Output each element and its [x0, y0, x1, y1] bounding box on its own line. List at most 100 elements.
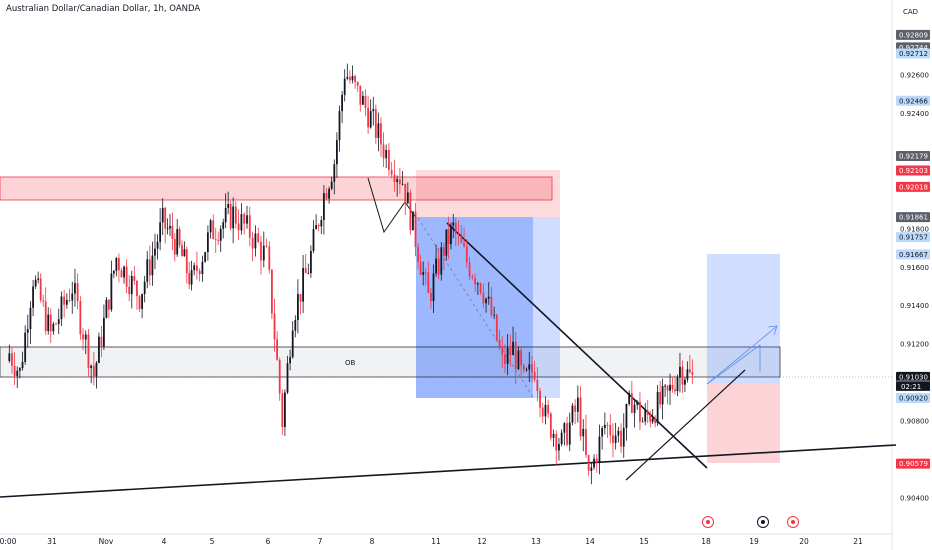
candles [8, 63, 694, 485]
candle-body [422, 272, 425, 275]
candle-body [377, 123, 380, 138]
candle-body [8, 353, 11, 362]
candle-body [302, 268, 304, 302]
candle-body [457, 233, 460, 235]
candle-body [229, 203, 232, 229]
y-tick-label: 0.90800 [900, 418, 929, 426]
candle-body [206, 232, 209, 253]
candle-body [603, 424, 606, 429]
x-tick-label: 5 [210, 537, 215, 546]
price-label-box [896, 29, 930, 40]
candle-body [676, 377, 679, 392]
candle-body [164, 207, 167, 229]
candle-body [560, 432, 563, 445]
price-label-box [896, 393, 930, 404]
candle-body [571, 405, 574, 423]
candle-body [286, 363, 289, 393]
candle-body [151, 255, 154, 276]
x-tick-label: 12 [477, 537, 487, 546]
candle-body [598, 436, 601, 463]
candle-body [474, 277, 476, 285]
short-stop-zone [416, 170, 560, 217]
x-tick-label: 7 [318, 537, 323, 546]
candle-body [531, 364, 533, 372]
price-label-text: 0.92179 [899, 152, 928, 160]
candle-body [95, 362, 98, 377]
price-label-box [896, 232, 930, 243]
candle-body [463, 242, 465, 247]
candle-body [404, 183, 407, 204]
candle-body [568, 422, 571, 445]
candle-body [485, 298, 487, 304]
price-label-box [896, 249, 930, 260]
candle-body [419, 262, 422, 275]
x-tick-label: 21 [853, 537, 863, 546]
candle-body [320, 220, 323, 227]
candle-body [63, 296, 66, 305]
candle-body [617, 430, 620, 436]
candle-body [539, 391, 541, 408]
candle-body [606, 424, 609, 426]
candle-body [471, 276, 474, 278]
candle-body [390, 169, 393, 175]
candle-body [128, 286, 131, 295]
candle-body [614, 435, 617, 444]
candle-body [435, 258, 437, 274]
candle-body [517, 350, 520, 370]
descending-trendline [446, 222, 708, 469]
candle-body [367, 107, 369, 128]
y-tick-label: 0.92600 [900, 72, 929, 80]
ob-zone [0, 346, 781, 378]
candle-body [443, 247, 445, 256]
candle-body [68, 300, 71, 301]
candle-body [100, 336, 103, 347]
candle-body [251, 237, 254, 249]
candle-body [248, 215, 251, 238]
candle-body [656, 391, 659, 424]
candle-body [312, 229, 315, 252]
price-label-text: 0.91861 [899, 214, 928, 222]
candle-body [612, 435, 614, 444]
y-tick-label: 0.92400 [900, 110, 929, 118]
candle-body [52, 323, 55, 332]
news-event-icon[interactable] [757, 516, 769, 528]
candle-body [107, 299, 110, 310]
candle-body [498, 339, 501, 348]
candle-body [222, 222, 225, 229]
long-stop-zone [707, 384, 780, 463]
candle-body [198, 270, 201, 274]
candle-body [330, 181, 333, 189]
candle-body [445, 229, 448, 256]
projection-arrowhead [767, 325, 778, 336]
candle-body [79, 301, 82, 335]
candle-body [552, 433, 555, 438]
flash-event-icon[interactable] [702, 516, 714, 528]
short-target-zone [416, 217, 533, 398]
candle-body [468, 262, 471, 277]
candle-body [427, 272, 430, 293]
candle-body [686, 369, 689, 380]
candle-body [343, 78, 346, 95]
price-label-text: 0.92018 [899, 183, 928, 191]
candle-body [351, 75, 354, 81]
candle-body [47, 314, 50, 332]
price-label-box [896, 165, 930, 176]
candle-body [123, 266, 125, 278]
candle-body [257, 233, 260, 242]
x-tick-label: 31 [47, 537, 57, 546]
countdown-text: 02:21 [901, 383, 921, 391]
price-label-text: 0.91030 [899, 373, 928, 381]
candle-body [465, 246, 468, 263]
candle-body [412, 211, 414, 231]
candle-body [227, 203, 230, 208]
candle-body [291, 330, 294, 358]
candle-body [338, 111, 341, 141]
price-label-box [896, 150, 930, 161]
candle-body [398, 179, 401, 185]
flag-event-icon[interactable] [787, 516, 799, 528]
candle-body [209, 220, 212, 233]
price-label-box [896, 371, 930, 382]
candle-body [482, 292, 485, 304]
candle-body [98, 336, 100, 363]
